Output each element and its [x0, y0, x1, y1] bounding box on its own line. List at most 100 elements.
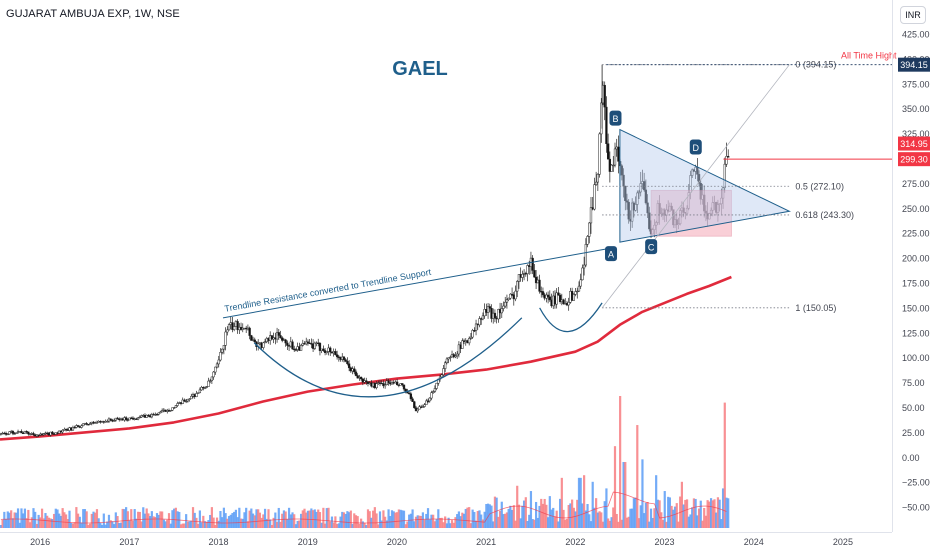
- volume-bar: [210, 507, 213, 528]
- x-tick-label: 2019: [298, 537, 318, 547]
- candle-body: [505, 299, 509, 303]
- point-label: D: [693, 143, 700, 153]
- y-tick-label: 50.00: [902, 403, 925, 413]
- volume-bar: [138, 511, 141, 528]
- volume-bar: [685, 499, 689, 528]
- volume-bar: [75, 507, 78, 528]
- candle-body: [697, 174, 701, 184]
- volume-bar: [672, 509, 675, 528]
- candle-body: [620, 165, 624, 176]
- volume-bar: [348, 512, 351, 528]
- volume-bar: [113, 524, 116, 528]
- volume-bar: [404, 524, 407, 528]
- candle-body: [25, 430, 28, 433]
- candle-body: [594, 181, 598, 185]
- volume-bar: [42, 518, 45, 528]
- volume-bar: [349, 510, 352, 528]
- candle-body: [428, 397, 431, 402]
- volume-bar: [723, 402, 726, 528]
- volume-bar: [711, 500, 714, 528]
- candle-body: [205, 386, 208, 388]
- candle-body: [521, 273, 524, 278]
- volume-bar: [536, 517, 539, 528]
- candle-body: [284, 339, 287, 344]
- candle-body: [51, 431, 54, 435]
- candle-body: [329, 347, 332, 353]
- candle-body: [344, 359, 347, 362]
- currency-button[interactable]: INR: [900, 6, 926, 24]
- volume-bar: [147, 513, 150, 528]
- candle-body: [306, 341, 310, 344]
- volume-bar: [100, 524, 104, 528]
- volume-bar: [4, 519, 8, 528]
- volume-bar: [329, 521, 332, 528]
- price-axis[interactable]: 425.00400.00375.00350.00325.00300.00275.…: [892, 0, 931, 532]
- candle-body: [423, 404, 426, 407]
- volume-bar: [411, 509, 414, 528]
- volume-bar: [222, 507, 225, 528]
- candle-body: [188, 398, 191, 400]
- volume-bar: [87, 524, 90, 528]
- volume-bar: [675, 503, 678, 528]
- volume-bar: [495, 497, 498, 528]
- candle-body: [263, 341, 267, 344]
- y-tick-label: 200.00: [902, 254, 930, 264]
- candles-layer: [0, 64, 730, 438]
- volume-bar: [468, 507, 471, 528]
- candle-body: [253, 339, 256, 343]
- volume-bar: [174, 507, 177, 528]
- volume-bar: [54, 508, 57, 528]
- symbol-header: GUJARAT AMBUJA EXP, 1W, NSE: [6, 8, 180, 20]
- point-badge: [605, 246, 618, 262]
- candle-body: [593, 184, 596, 210]
- volume-bar: [85, 511, 88, 528]
- candle-body: [612, 164, 615, 167]
- time-axis[interactable]: 2016 2017 2018 2019 2020 2021 2022 2023 2024 2025: [0, 532, 892, 548]
- volume-bar: [243, 512, 246, 528]
- volume-bar: [205, 521, 208, 528]
- volume-bar: [293, 514, 296, 528]
- volume-bar: [631, 508, 634, 528]
- volume-bar: [574, 511, 577, 528]
- volume-bar: [128, 520, 131, 528]
- candle-body: [207, 380, 210, 387]
- y-tick-label: 0.00: [902, 453, 920, 463]
- volume-bar: [474, 520, 478, 528]
- candle-body: [555, 292, 558, 305]
- volume-bar: [546, 517, 550, 528]
- volume-bar: [251, 513, 255, 528]
- volume-bar: [512, 505, 515, 528]
- volume-bar: [619, 396, 622, 528]
- volume-bar: [565, 518, 569, 528]
- volume-bar: [111, 521, 114, 528]
- candle-body: [11, 431, 15, 434]
- volume-bar: [704, 515, 708, 528]
- volume-bar: [663, 491, 666, 528]
- volume-bar: [402, 510, 406, 528]
- volume-bar: [270, 524, 274, 528]
- candle-body: [510, 293, 514, 296]
- candle-body: [174, 405, 178, 408]
- volume-bar: [149, 516, 152, 528]
- volume-bar: [653, 508, 656, 528]
- volume-bar: [483, 511, 486, 528]
- volume-bar: [106, 521, 109, 528]
- volume-bar: [452, 522, 455, 528]
- volume-bar: [661, 519, 665, 528]
- volume-bar: [541, 503, 545, 528]
- volume-bar: [37, 514, 40, 528]
- volume-bar: [684, 499, 687, 528]
- volume-bar: [528, 514, 531, 528]
- candle-body: [546, 294, 550, 298]
- candle-body: [195, 393, 198, 397]
- volume-bar: [586, 504, 589, 528]
- volume-bar: [571, 499, 574, 528]
- volume-bar: [71, 523, 75, 528]
- candle-body: [474, 323, 478, 331]
- volume-bar: [320, 522, 323, 528]
- candle-body: [354, 371, 358, 376]
- candle-body: [478, 318, 481, 326]
- candle-body: [445, 358, 449, 364]
- volume-bar: [454, 517, 457, 528]
